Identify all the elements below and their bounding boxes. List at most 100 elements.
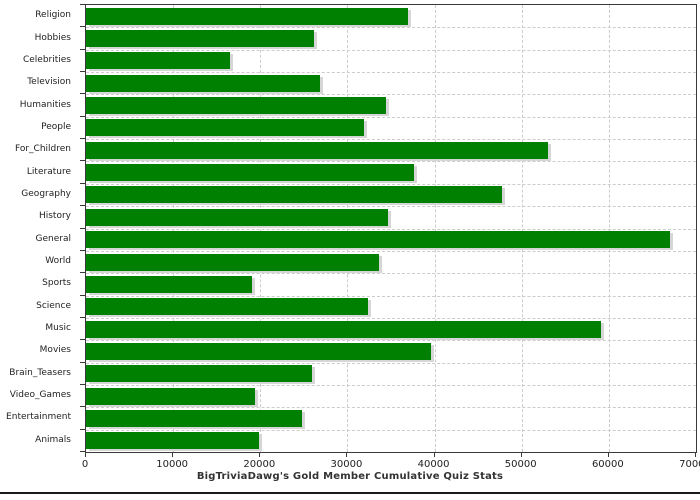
- bar-sports: [86, 275, 253, 293]
- category-axis-tick: [80, 205, 85, 207]
- value-axis-label: 0: [81, 459, 89, 470]
- horizontal-gridline: [86, 407, 696, 409]
- category-label: Brain_Teasers: [9, 367, 71, 378]
- category-label: Music: [45, 323, 71, 334]
- category-label: Literature: [26, 166, 71, 177]
- bar-movies: [86, 342, 432, 360]
- horizontal-gridline: [86, 384, 696, 386]
- bar-history: [86, 208, 389, 226]
- horizontal-gridline: [86, 94, 696, 96]
- category-axis-tick: [80, 249, 85, 251]
- bar-television: [86, 74, 320, 92]
- vertical-gridline: [173, 5, 175, 452]
- category-label: For_Children: [14, 144, 71, 155]
- value-axis-tick: [520, 453, 522, 457]
- category-axis-tick: [80, 383, 85, 385]
- value-axis-label: 20000: [243, 459, 276, 470]
- value-axis-tick: [607, 453, 609, 457]
- bar-animals: [86, 432, 259, 450]
- category-label: People: [41, 121, 71, 132]
- category-label: History: [38, 211, 71, 222]
- horizontal-gridline: [86, 161, 696, 163]
- horizontal-gridline: [86, 139, 696, 141]
- horizontal-gridline: [86, 72, 696, 74]
- category-axis-tick: [80, 182, 85, 184]
- category-label: Movies: [39, 345, 71, 356]
- horizontal-gridline: [86, 206, 696, 208]
- bar-brain_teasers: [86, 365, 312, 383]
- category-axis-tick: [80, 26, 85, 28]
- value-axis-label: 50000: [504, 459, 537, 470]
- bar-entertainment: [86, 409, 303, 427]
- category-label: World: [45, 256, 71, 267]
- category-axis-tick: [80, 160, 85, 162]
- horizontal-gridline: [86, 273, 696, 275]
- horizontal-gridline: [86, 228, 696, 230]
- category-label: Humanities: [19, 99, 71, 110]
- category-axis-tick: [80, 93, 85, 95]
- category-axis-tick: [80, 428, 85, 430]
- category-axis-tick: [80, 361, 85, 363]
- category-axis-tick: [80, 406, 85, 408]
- category-axis-tick: [80, 48, 85, 50]
- value-axis-label: 60000: [591, 459, 624, 470]
- category-label: Science: [36, 300, 71, 311]
- category-axis-tick: [80, 227, 85, 229]
- category-label: Geography: [21, 188, 71, 199]
- category-label: Hobbies: [34, 32, 71, 43]
- value-axis-label: 40000: [417, 459, 450, 470]
- horizontal-gridline: [86, 116, 696, 118]
- value-axis-label: 10000: [156, 459, 189, 470]
- horizontal-gridline: [86, 49, 696, 51]
- category-label: General: [35, 233, 71, 244]
- bar-hobbies: [86, 30, 315, 48]
- bar-video_games: [86, 387, 256, 405]
- plot-area: [85, 4, 697, 453]
- value-axis-tick: [433, 453, 435, 457]
- bar-celebrities: [86, 52, 230, 70]
- category-axis-tick: [80, 316, 85, 318]
- vertical-gridline: [260, 5, 262, 452]
- category-label: Animals: [35, 434, 71, 445]
- horizontal-gridline: [86, 362, 696, 364]
- value-axis-tick: [259, 453, 261, 457]
- horizontal-gridline: [86, 295, 696, 297]
- horizontal-gridline: [86, 250, 696, 252]
- bar-for_children: [86, 141, 548, 159]
- vertical-gridline: [347, 5, 349, 452]
- value-axis-label: 70000: [679, 459, 700, 470]
- bottom-divider: [0, 492, 700, 494]
- value-axis-label: 30000: [330, 459, 363, 470]
- chart-title: BigTriviaDawg's Gold Member Cumulative Q…: [196, 471, 504, 482]
- vertical-gridline: [521, 5, 523, 452]
- bar-music: [86, 320, 601, 338]
- bar-world: [86, 253, 379, 271]
- category-label: Celebrities: [22, 54, 71, 65]
- category-label: Video_Games: [9, 390, 71, 401]
- category-axis-labels: Religion Hobbies Celebrities Television Huma…: [0, 4, 78, 451]
- horizontal-gridline: [86, 340, 696, 342]
- value-axis-tick: [85, 453, 86, 457]
- horizontal-gridline: [86, 183, 696, 185]
- category-axis-tick: [80, 339, 85, 341]
- bar-science: [86, 298, 369, 316]
- horizontal-gridline: [86, 429, 696, 431]
- value-axis-tick: [172, 453, 174, 457]
- category-axis-tick: [80, 272, 85, 274]
- category-label: Entertainment: [6, 412, 71, 423]
- vertical-gridline: [434, 5, 436, 452]
- category-axis-tick: [80, 71, 85, 73]
- category-axis-tick: [80, 138, 85, 140]
- bar-people: [86, 119, 364, 137]
- horizontal-gridline: [86, 317, 696, 319]
- category-axis-tick: [80, 115, 85, 117]
- bar-general: [86, 231, 670, 249]
- category-label: Television: [27, 77, 71, 88]
- value-axis-tick: [695, 453, 696, 457]
- category-axis-tick: [80, 4, 85, 5]
- bar-religion: [86, 7, 409, 25]
- category-axis-tick: [80, 451, 85, 452]
- vertical-gridline: [608, 5, 610, 452]
- category-label: Sports: [42, 278, 71, 289]
